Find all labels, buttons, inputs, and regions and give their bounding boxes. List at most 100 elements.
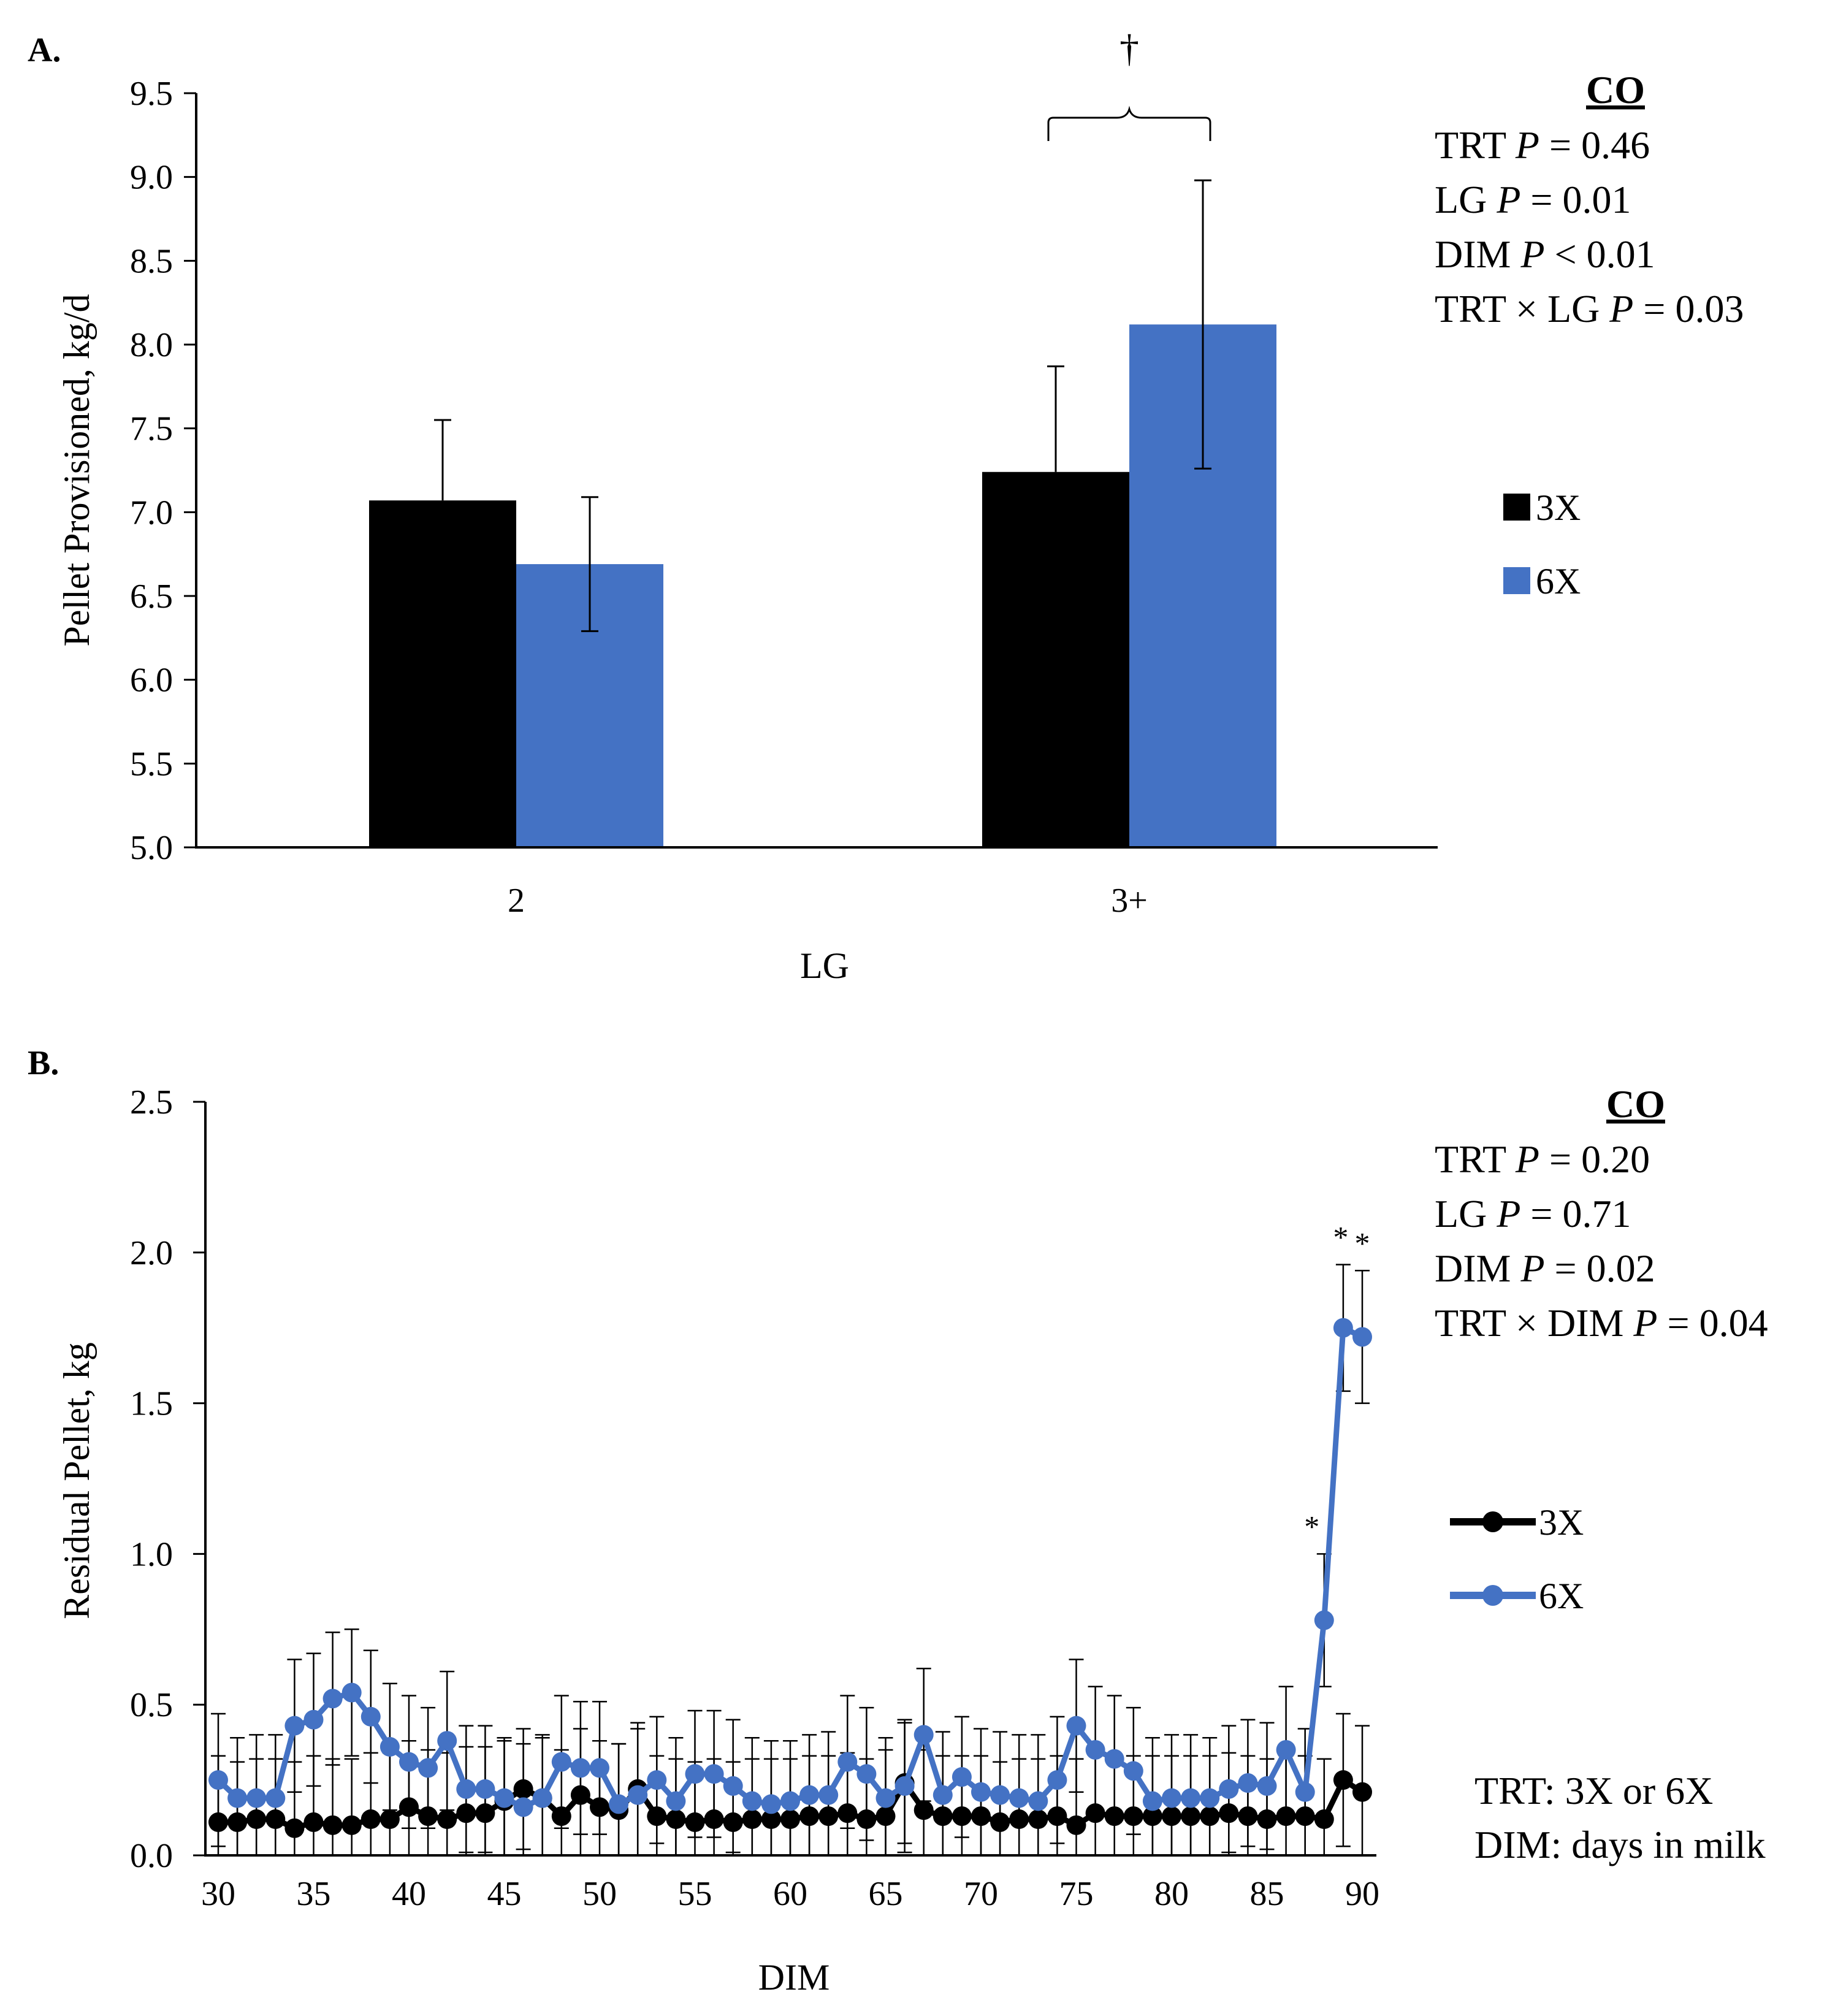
data-point-3x <box>971 1806 991 1827</box>
data-point-6x <box>570 1758 590 1778</box>
legend-swatch-3x <box>1503 494 1530 521</box>
x-tick-label: 35 <box>297 1875 331 1913</box>
data-point-3x <box>1066 1815 1086 1835</box>
stat-line: DIM P < 0.01 <box>1435 232 1655 276</box>
stat-text: DIM <box>1435 1247 1520 1290</box>
data-point-6x <box>723 1776 743 1796</box>
note-trt: TRT: 3X or 6X <box>1474 1769 1713 1812</box>
legend-label-6x-b: 6X <box>1539 1576 1584 1616</box>
data-point-6x <box>551 1752 571 1772</box>
data-point-6x <box>971 1782 991 1802</box>
data-point-6x <box>513 1797 533 1817</box>
stat-text: = 0.01 <box>1520 178 1631 221</box>
data-point-6x <box>1295 1782 1315 1802</box>
data-point-3x <box>265 1809 286 1830</box>
data-point-3x <box>456 1803 476 1823</box>
data-point-6x <box>1276 1739 1296 1760</box>
data-point-3x <box>952 1806 972 1827</box>
p-symbol: P <box>1496 1192 1520 1235</box>
stat-text: < 0.01 <box>1545 232 1655 276</box>
panel-b-significance-marks: ** * <box>1304 1220 1370 1543</box>
y-tick-label: 9.5 <box>130 75 173 113</box>
data-point-3x <box>704 1809 724 1830</box>
panel-b-y-axis-title: Residual Pellet, kg <box>56 1342 97 1619</box>
x-tick-label: 55 <box>678 1875 712 1913</box>
y-tick-label: 6.5 <box>130 578 173 616</box>
data-point-6x <box>456 1779 476 1799</box>
panel-b-stats-heading: CO <box>1606 1082 1665 1126</box>
data-point-6x <box>1238 1773 1258 1793</box>
y-tick-label: 9.0 <box>130 159 173 197</box>
data-point-3x <box>1085 1803 1105 1823</box>
data-point-3x <box>246 1809 267 1830</box>
data-point-3x <box>799 1806 820 1827</box>
y-tick-label: 7.0 <box>130 494 173 532</box>
data-point-3x <box>208 1812 228 1832</box>
data-point-3x <box>1333 1770 1353 1790</box>
legend-marker-3x <box>1482 1511 1503 1532</box>
stat-text: TRT × DIM <box>1435 1301 1633 1345</box>
data-point-3x <box>1219 1803 1239 1823</box>
data-point-6x <box>494 1788 514 1808</box>
data-point-3x <box>513 1779 533 1799</box>
data-point-6x <box>246 1788 267 1808</box>
data-point-3x <box>647 1806 667 1827</box>
data-point-3x <box>551 1806 571 1827</box>
stat-text: LG <box>1435 178 1497 221</box>
y-tick-label: 2.0 <box>130 1234 173 1272</box>
stat-text: = 0.20 <box>1539 1137 1650 1181</box>
data-point-6x <box>379 1737 400 1757</box>
stat-text: DIM <box>1435 232 1520 276</box>
stat-text: = 0.03 <box>1633 287 1744 330</box>
data-point-6x <box>685 1764 705 1784</box>
panel-a-bars <box>369 324 1276 847</box>
data-point-3x <box>418 1806 438 1827</box>
data-point-6x <box>799 1785 820 1805</box>
panel-a-stats: TRT P = 0.46 LG P = 0.01 DIM P < 0.01 TRT ×… <box>1435 123 1744 330</box>
significance-bracket <box>1047 105 1211 141</box>
data-point-6x <box>856 1764 877 1784</box>
significance-asterisk: * <box>1333 1220 1348 1254</box>
y-tick-label: 1.0 <box>130 1535 173 1573</box>
data-point-3x <box>570 1785 590 1805</box>
stat-line: LG P = 0.71 <box>1435 1192 1631 1235</box>
x-tick-label: 75 <box>1059 1875 1094 1913</box>
y-tick-label: 0.5 <box>130 1686 173 1724</box>
data-point-6x <box>647 1770 667 1790</box>
stat-text: TRT <box>1435 123 1516 167</box>
x-tick-label: 60 <box>773 1875 807 1913</box>
data-point-3x <box>1314 1809 1334 1830</box>
data-point-3x <box>875 1806 896 1827</box>
data-point-3x <box>990 1812 1010 1832</box>
data-point-6x <box>1181 1788 1201 1808</box>
p-symbol: P <box>1515 123 1539 167</box>
data-point-6x <box>265 1788 286 1808</box>
panel-b-x-axis-title: DIM <box>758 1957 830 1998</box>
y-tick-label: 5.5 <box>130 745 173 783</box>
data-point-3x <box>1162 1806 1181 1827</box>
stat-line: TRT P = 0.46 <box>1435 123 1650 167</box>
data-point-3x <box>742 1809 762 1830</box>
x-tick-label: 80 <box>1154 1875 1189 1913</box>
data-point-6x <box>933 1785 953 1805</box>
data-point-3x <box>1181 1806 1201 1827</box>
stat-text: TRT × LG <box>1435 287 1609 330</box>
data-point-3x <box>284 1818 305 1838</box>
data-point-6x <box>837 1752 858 1772</box>
y-tick-label: 2.5 <box>130 1083 173 1121</box>
data-point-3x <box>933 1806 953 1827</box>
y-tick-label: 1.5 <box>130 1385 173 1423</box>
legend-label-6x: 6X <box>1536 561 1581 601</box>
panel-a: A. 5.0 5.5 6.0 6.5 7.0 7.5 8.0 8.5 9.0 9.5 2 3+ L… <box>28 26 1744 986</box>
data-point-6x <box>666 1791 686 1811</box>
data-point-6x <box>761 1794 781 1814</box>
panel-b-x-ticks: 30 35 40 45 50 55 60 65 70 75 80 85 90 <box>201 1875 1379 1913</box>
panel-b: B. 0.0 0.5 1.0 1.5 2.0 2.5 30 35 40 45 50 55 60 65 70… <box>28 1044 1768 1998</box>
significance-asterisk: * <box>1355 1226 1370 1260</box>
p-symbol: P <box>1515 1137 1539 1181</box>
y-tick-label: 0.0 <box>130 1837 173 1875</box>
data-point-3x <box>666 1809 686 1830</box>
p-symbol: P <box>1520 1247 1544 1290</box>
data-point-3x <box>856 1809 877 1830</box>
